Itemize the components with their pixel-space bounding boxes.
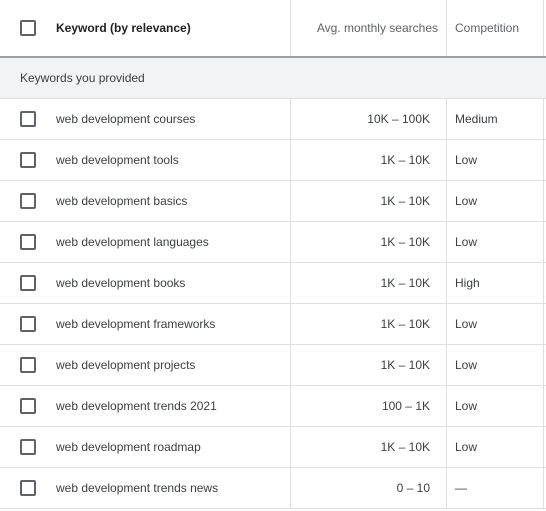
- competition: High: [455, 276, 480, 290]
- row-checkbox[interactable]: [20, 357, 36, 373]
- keyword-row: web development trends 2021 100 – 1K Low: [0, 386, 546, 427]
- keyword: web development books: [56, 276, 186, 290]
- column-divider: [543, 99, 544, 139]
- column-divider: [543, 304, 544, 344]
- column-divider: [543, 427, 544, 467]
- column-divider: [543, 222, 544, 262]
- keyword: web development trends news: [56, 481, 219, 495]
- column-divider: [290, 99, 291, 139]
- keyword-row: web development projects 1K – 10K Low: [0, 345, 546, 386]
- competition: Low: [455, 194, 478, 208]
- section-label: Keywords you provided: [20, 71, 145, 85]
- column-divider: [543, 140, 544, 180]
- row-checkbox[interactable]: [20, 193, 36, 209]
- column-divider: [290, 304, 291, 344]
- select-all-checkbox[interactable]: [20, 20, 36, 36]
- keyword-row: web development languages 1K – 10K Low: [0, 222, 546, 263]
- column-divider: [290, 0, 291, 56]
- keyword-row: web development courses 10K – 100K Medium: [0, 99, 546, 140]
- column-divider: [446, 0, 447, 56]
- keyword-row: web development basics 1K – 10K Low: [0, 181, 546, 222]
- avg-monthly-searches: 1K – 10K: [380, 235, 430, 249]
- avg-monthly-searches: 1K – 10K: [380, 440, 430, 454]
- column-divider: [290, 427, 291, 467]
- competition: Low: [455, 153, 478, 167]
- keyword: web development basics: [56, 194, 188, 208]
- column-divider: [543, 181, 544, 221]
- keyword: web development tools: [56, 153, 179, 167]
- column-divider: [290, 181, 291, 221]
- column-divider: [543, 0, 544, 56]
- competition: Low: [455, 235, 478, 249]
- section-row: Keywords you provided: [0, 58, 546, 99]
- keyword: web development roadmap: [56, 440, 201, 454]
- keyword: web development projects: [56, 358, 196, 372]
- row-checkbox[interactable]: [20, 152, 36, 168]
- column-divider: [290, 345, 291, 385]
- column-divider: [446, 263, 447, 303]
- column-divider: [446, 222, 447, 262]
- competition: Low: [455, 440, 478, 454]
- competition: —: [455, 481, 467, 495]
- keyword: web development trends 2021: [56, 399, 217, 413]
- competition-header[interactable]: Competition: [455, 21, 520, 35]
- column-divider: [446, 181, 447, 221]
- avg-monthly-searches: 1K – 10K: [380, 317, 430, 331]
- column-divider: [446, 304, 447, 344]
- column-divider: [446, 99, 447, 139]
- keyword: web development frameworks: [56, 317, 216, 331]
- keyword-row: web development trends news 0 – 10 —: [0, 468, 546, 509]
- column-divider: [446, 386, 447, 426]
- avg-monthly-searches: 1K – 10K: [380, 194, 430, 208]
- row-checkbox[interactable]: [20, 398, 36, 414]
- avg-monthly-searches: 0 – 10: [396, 481, 430, 495]
- column-divider: [543, 345, 544, 385]
- keyword-row: web development frameworks 1K – 10K Low: [0, 304, 546, 345]
- avg-monthly-searches: 10K – 100K: [367, 112, 430, 126]
- avg-monthly-searches: 1K – 10K: [380, 153, 430, 167]
- searches-header[interactable]: Avg. monthly searches: [316, 21, 438, 35]
- header-row: Keyword (by relevance) Avg. monthly sear…: [0, 0, 546, 58]
- column-divider: [290, 386, 291, 426]
- column-divider: [290, 468, 291, 508]
- avg-monthly-searches: 1K – 10K: [380, 276, 430, 290]
- row-checkbox[interactable]: [20, 275, 36, 291]
- competition: Medium: [455, 112, 498, 126]
- keyword-header[interactable]: Keyword (by relevance): [56, 21, 191, 35]
- column-divider: [446, 427, 447, 467]
- column-divider: [446, 345, 447, 385]
- keyword-row: web development books 1K – 10K High: [0, 263, 546, 304]
- column-divider: [290, 140, 291, 180]
- avg-monthly-searches: 1K – 10K: [380, 358, 430, 372]
- row-checkbox[interactable]: [20, 439, 36, 455]
- row-checkbox[interactable]: [20, 234, 36, 250]
- column-divider: [446, 140, 447, 180]
- keyword-row: web development roadmap 1K – 10K Low: [0, 427, 546, 468]
- keyword-row: web development tools 1K – 10K Low: [0, 140, 546, 181]
- row-checkbox[interactable]: [20, 111, 36, 127]
- column-divider: [543, 386, 544, 426]
- avg-monthly-searches: 100 – 1K: [381, 399, 430, 413]
- column-divider: [446, 468, 447, 508]
- row-checkbox[interactable]: [20, 316, 36, 332]
- competition: Low: [455, 358, 478, 372]
- column-divider: [290, 222, 291, 262]
- column-divider: [290, 263, 291, 303]
- keyword: web development languages: [56, 235, 209, 249]
- row-checkbox[interactable]: [20, 480, 36, 496]
- column-divider: [543, 468, 544, 508]
- competition: Low: [455, 399, 478, 413]
- keyword: web development courses: [56, 112, 196, 126]
- column-divider: [543, 263, 544, 303]
- competition: Low: [455, 317, 478, 331]
